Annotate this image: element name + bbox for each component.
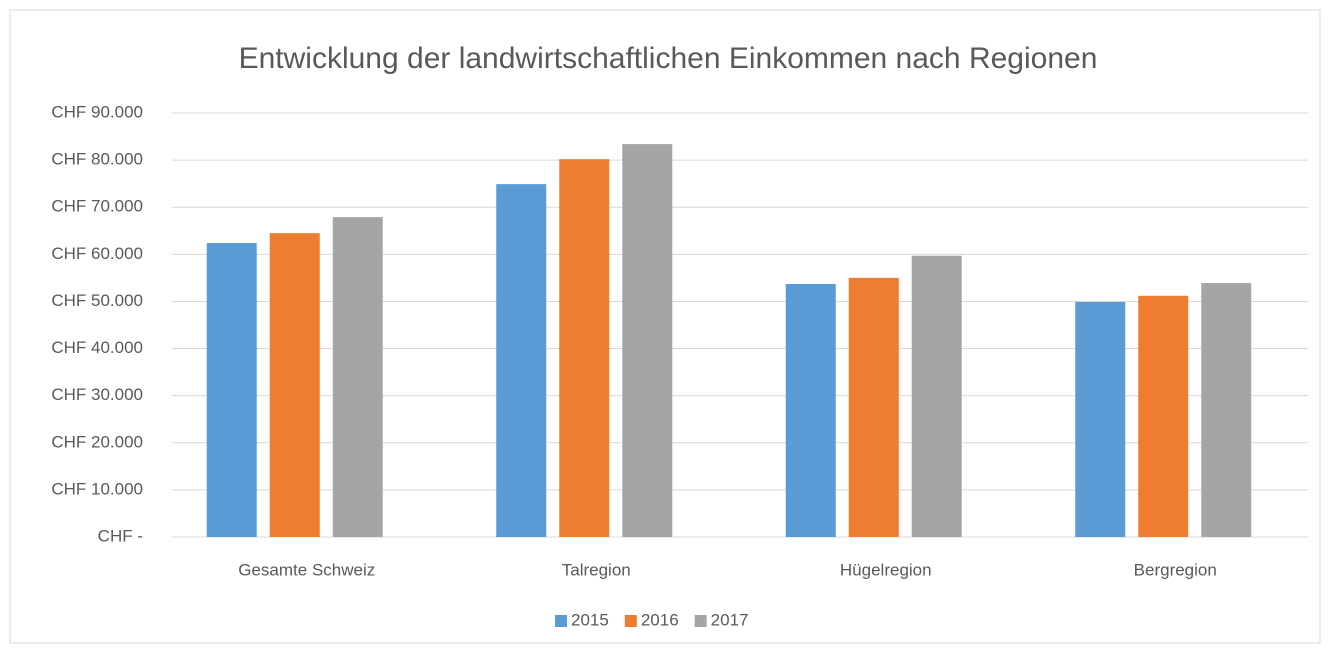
- legend-swatch: [624, 615, 637, 627]
- x-tick-label: Bergregion: [1134, 560, 1217, 579]
- bar: [1075, 301, 1126, 537]
- y-tick-label: CHF 80.000: [51, 150, 143, 169]
- x-tick-label: Hügelregion: [840, 560, 932, 579]
- bar: [1138, 295, 1189, 537]
- x-tick-label: Gesamte Schweiz: [238, 560, 375, 579]
- bar: [848, 277, 899, 537]
- y-tick-label: CHF 70.000: [51, 197, 143, 216]
- x-tick-label: Talregion: [562, 560, 631, 579]
- y-tick-label: CHF -: [98, 526, 143, 545]
- chart-title: Entwicklung der landwirtschaftlichen Ein…: [239, 42, 1098, 75]
- legend-label: 2017: [711, 610, 749, 629]
- y-tick-label: CHF 40.000: [51, 338, 143, 357]
- bar: [496, 184, 547, 538]
- legend-label: 2015: [571, 610, 609, 629]
- y-tick-label: CHF 30.000: [51, 385, 143, 404]
- bar: [911, 255, 962, 537]
- legend-swatch: [694, 615, 707, 627]
- y-tick-label: CHF 50.000: [51, 291, 143, 310]
- y-tick-label: CHF 90.000: [51, 102, 143, 121]
- y-tick-label: CHF 60.000: [51, 244, 143, 263]
- bar: [269, 233, 320, 537]
- bar: [332, 217, 383, 538]
- bar: [785, 284, 836, 537]
- bar: [622, 144, 673, 538]
- bar: [1201, 283, 1252, 537]
- legend-label: 2016: [641, 610, 679, 629]
- y-tick-label: CHF 20.000: [51, 432, 143, 451]
- legend-swatch: [555, 615, 567, 627]
- bar: [559, 159, 610, 537]
- bar: [206, 243, 257, 537]
- y-tick-label: CHF 10.000: [51, 479, 143, 498]
